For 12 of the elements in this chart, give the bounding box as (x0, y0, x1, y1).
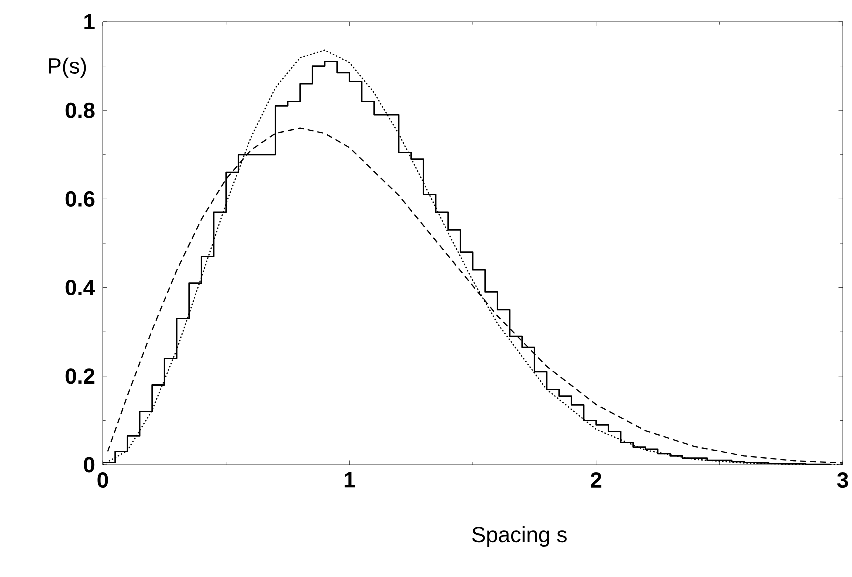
y-tick-label: 0.6 (66, 191, 95, 207)
x-tick-label: 2 (591, 472, 602, 488)
x-tick-label: 0 (98, 472, 108, 488)
y-tick-label: 0.8 (66, 102, 95, 118)
y-tick-label: 0.4 (66, 280, 96, 296)
y-tick-label: 1 (84, 14, 95, 30)
y-axis-title: P(s) (49, 58, 86, 78)
x-tick-label: 1 (344, 472, 356, 488)
y-tick-label: 0.2 (66, 368, 95, 384)
x-tick-label: 3 (837, 472, 848, 488)
y-tick-label: 0 (84, 457, 95, 473)
x-axis-title: Spacing s (472, 526, 567, 547)
